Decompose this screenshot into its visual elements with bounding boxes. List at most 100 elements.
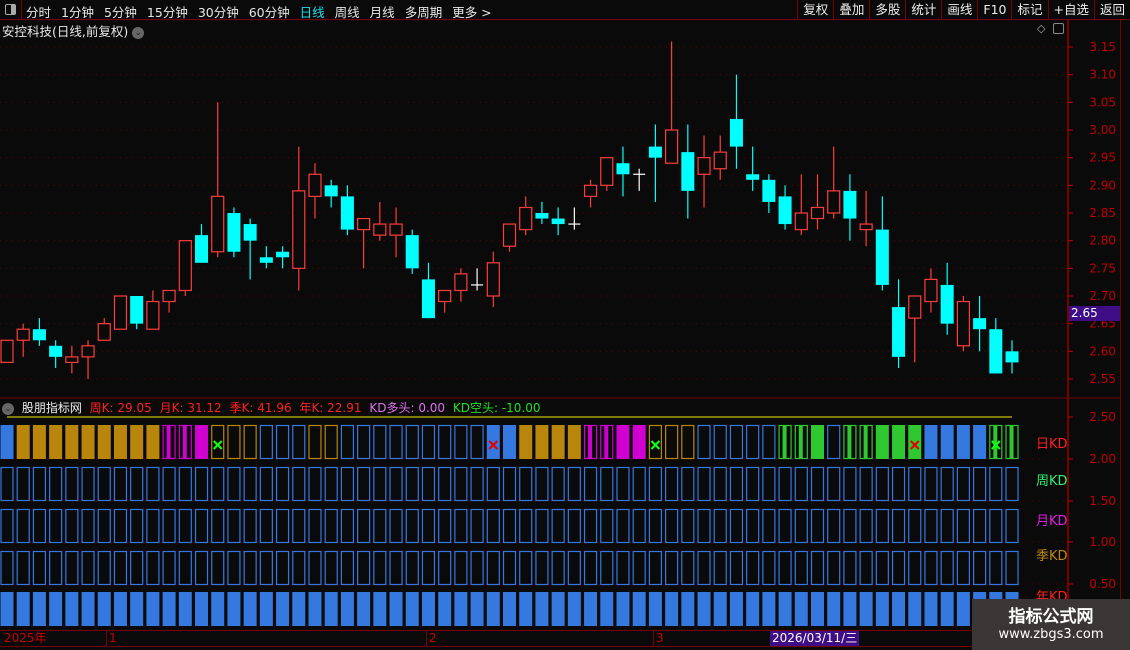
period-tab[interactable]: 日线 — [299, 5, 325, 20]
panel-toggle-icon[interactable] — [1053, 23, 1064, 34]
kd-cell-outline — [567, 466, 581, 502]
kd-cell-outline — [227, 550, 241, 586]
candle-down — [940, 284, 954, 324]
candle-down — [259, 257, 273, 263]
kd-cell-outline — [340, 508, 355, 544]
kd-cell-filled — [146, 592, 160, 626]
period-tab[interactable]: 30分钟 — [197, 5, 239, 20]
candle-down — [421, 279, 435, 319]
price-tick-label: 3.05 — [1089, 95, 1116, 109]
candle-up — [713, 151, 727, 170]
kd-cell-outline — [535, 508, 549, 544]
kd-cell-outline — [146, 550, 160, 586]
cursor-date: 2026/03/11/三 — [770, 631, 860, 646]
kd-cell-filled — [16, 425, 30, 459]
kd-cell-outline — [357, 466, 371, 502]
year-k-value: 年K: 22.91 — [299, 401, 362, 415]
kd-cell-filled — [454, 592, 468, 626]
period-tab[interactable]: 月线 — [369, 5, 395, 20]
period-tab[interactable]: 5分钟 — [103, 5, 137, 20]
kd-cell-outline — [859, 508, 873, 544]
kd-cell-filled — [567, 425, 581, 459]
chevron-down-icon[interactable]: ⌄ — [2, 402, 14, 415]
toolbar-button[interactable]: 复权 — [797, 0, 833, 19]
green-cross-icon — [212, 440, 223, 450]
kd-cell-filled — [130, 592, 144, 626]
kd-cell-filled — [551, 592, 565, 626]
kd-cell-outline — [810, 466, 825, 502]
period-tab[interactable]: 多周期 — [404, 5, 443, 20]
kd-cell-outline — [113, 550, 128, 586]
candle-up — [81, 345, 95, 358]
kd-cell-filled — [551, 425, 565, 459]
kd-cell-outline — [956, 466, 970, 502]
period-tab[interactable]: 1分钟 — [61, 5, 94, 20]
diamond-icon[interactable]: ◇ — [1037, 22, 1046, 35]
period-tab[interactable]: 周线 — [334, 5, 360, 20]
kd-cell-outline — [794, 508, 808, 544]
kd-cell-outline — [373, 508, 387, 544]
kd-cell-outline — [665, 424, 679, 460]
toolbar-button[interactable]: 标记 — [1011, 0, 1047, 19]
kd-cell-filled — [665, 592, 679, 626]
toolbar-button[interactable]: F10 — [977, 0, 1011, 19]
kd-cell-outline — [762, 466, 776, 502]
toolbar-button[interactable]: 多股 — [869, 0, 905, 19]
kd-cell-filled — [470, 592, 484, 626]
kd-cell-filled — [276, 592, 290, 626]
kd-cell-outline — [924, 508, 938, 544]
kd-cell-outline — [583, 508, 598, 544]
period-tab[interactable]: 60分钟 — [248, 5, 290, 20]
kd-cell-outline — [535, 550, 549, 586]
kd-cell-outline — [470, 550, 484, 586]
kd-cell-filled — [373, 592, 387, 626]
kd-cell-outline — [989, 508, 1003, 544]
kd-cell-filled — [65, 425, 79, 459]
candle-up — [389, 223, 403, 236]
red-cross-icon — [488, 440, 499, 450]
kd-cell-stripe — [847, 425, 852, 459]
kd-cell-outline — [632, 466, 646, 502]
kd-cell-filled — [924, 592, 938, 626]
period-tab[interactable]: 更多 > — [452, 5, 492, 20]
timeline-label-year: 2025年 — [4, 631, 47, 645]
kd-cell-outline — [373, 550, 387, 586]
kd-cell-outline — [713, 466, 727, 502]
indicator-title: ⌄ 股朋指标网 周K: 29.05 月K: 31.12 季K: 41.96 年K… — [2, 399, 545, 416]
toolbar-button[interactable]: 画线 — [941, 0, 977, 19]
price-tick-label: 2.70 — [1089, 289, 1116, 303]
kd-cell-outline — [243, 466, 257, 502]
kd-cell-outline — [421, 508, 436, 544]
kd-cell-outline — [65, 508, 79, 544]
candle-up — [697, 157, 711, 175]
chevron-down-icon[interactable]: ⌄ — [132, 26, 145, 39]
toolbar-button[interactable]: +自选 — [1047, 0, 1094, 19]
toolbar-button[interactable]: 叠加 — [833, 0, 869, 19]
kd-cell-outline — [65, 550, 79, 586]
season-k-value: 季K: 41.96 — [229, 401, 292, 415]
kd-cell-outline — [97, 508, 111, 544]
kd-cell-outline — [194, 550, 209, 586]
candle-up — [502, 223, 517, 247]
kd-cell-outline — [940, 508, 954, 544]
period-tab[interactable]: 分时 — [26, 5, 52, 20]
kd-cell-filled — [130, 425, 144, 459]
candle-up — [308, 173, 322, 197]
kd-cell-outline — [421, 424, 436, 460]
kd-cell-filled — [178, 592, 192, 626]
timeline-label-month: 1 — [106, 631, 117, 646]
kd-cell-outline — [308, 466, 322, 502]
kd-cell-filled — [49, 425, 63, 459]
candle-down — [32, 329, 46, 341]
kd-cell-filled — [827, 592, 841, 626]
kd-cell-outline — [810, 550, 825, 586]
toolbar-button[interactable]: 返回 — [1093, 0, 1130, 19]
kd-cell-outline — [259, 550, 273, 586]
sidebar-toggle-icon[interactable] — [0, 0, 22, 19]
kd-cell-outline — [648, 424, 663, 460]
toolbar-button[interactable]: 统计 — [905, 0, 941, 19]
kd-cell-outline — [405, 550, 419, 586]
right-side-strip[interactable] — [1120, 20, 1130, 650]
period-tab[interactable]: 15分钟 — [146, 5, 188, 20]
